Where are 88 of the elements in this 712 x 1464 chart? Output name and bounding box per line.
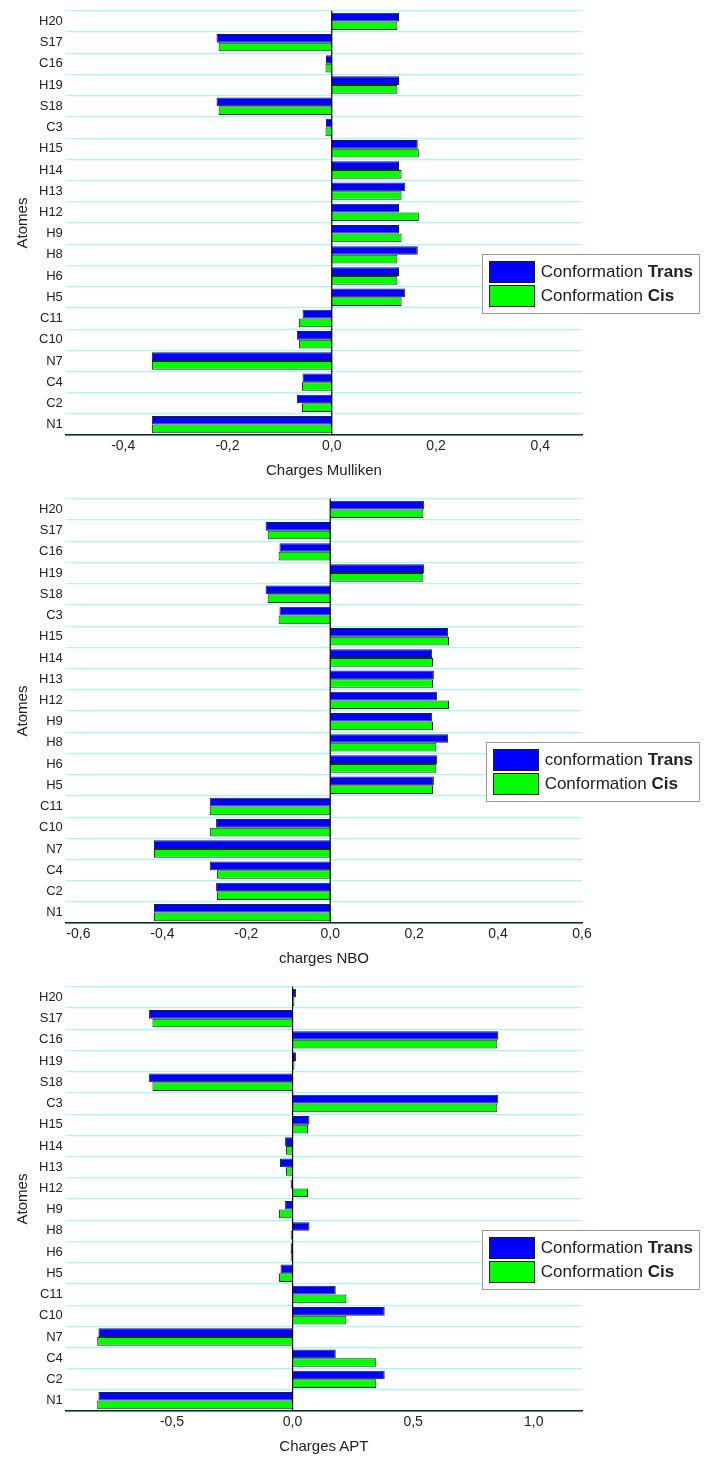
y-tick-label: S18 (39, 1073, 63, 1089)
x-tick-label: 0,5 (403, 1413, 424, 1430)
x-tick-label: -0,4 (150, 925, 175, 942)
y-tick-label: C2 (46, 394, 63, 410)
y-tick-label: C3 (46, 119, 63, 135)
x-axis-title: charges NBO (278, 949, 369, 967)
y-tick-label: H12 (38, 203, 63, 219)
y-tick-label: H9 (46, 225, 63, 241)
y-tick-label: H12 (38, 1179, 63, 1195)
y-tick-label: N1 (46, 1392, 63, 1408)
x-tick-label: -0,4 (111, 437, 136, 454)
y-tick-label: H5 (46, 776, 63, 792)
x-tick-label: -0,2 (215, 437, 240, 454)
y-tick-label: N1 (46, 904, 63, 920)
x-tick-label: 0,0 (282, 1413, 303, 1430)
y-tick-label: C16 (38, 1031, 63, 1047)
y-tick-label: S18 (39, 585, 63, 601)
y-tick-label: S17 (39, 522, 63, 538)
y-tick-label: C4 (46, 373, 63, 389)
x-tick-label: 0,6 (572, 925, 592, 942)
y-tick-label: C11 (39, 310, 63, 326)
y-tick-label: C10 (38, 331, 63, 347)
y-tick-label: C4 (46, 861, 63, 877)
y-tick-label: H13 (38, 670, 63, 686)
y-tick-label: C2 (46, 882, 63, 898)
legend-label: Conformation Trans (540, 1237, 693, 1258)
y-tick-label: H6 (46, 1243, 63, 1259)
x-tick-label: 0,0 (322, 437, 342, 454)
legend-label: Conformation Cis (540, 285, 675, 306)
x-axis-title: Charges APT (279, 1437, 369, 1455)
y-tick-label: C3 (46, 607, 63, 623)
y-tick-label: H19 (38, 564, 63, 580)
y-tick-label: H14 (38, 649, 63, 665)
y-tick-label: H9 (46, 713, 63, 729)
x-tick-label: 0,0 (320, 925, 341, 942)
y-tick-label: H12 (38, 691, 63, 707)
y-tick-label: H6 (46, 267, 63, 283)
y-tick-label: H19 (38, 76, 63, 92)
y-tick-label: C4 (46, 1349, 63, 1365)
y-axis-title: Atomes (13, 1173, 31, 1225)
y-tick-label: H13 (38, 1158, 63, 1174)
legend-label: Conformation Cis (544, 773, 678, 794)
y-tick-label: C16 (38, 55, 63, 71)
y-tick-label: C2 (46, 1370, 63, 1386)
y-tick-label: C10 (38, 819, 63, 835)
y-tick-label: C3 (46, 1095, 63, 1111)
y-tick-label: C11 (39, 798, 63, 814)
x-axis-title: Charges Mulliken (265, 461, 382, 479)
x-tick-label: -0,6 (66, 925, 91, 942)
legend-label: Conformation Cis (540, 1261, 675, 1282)
y-tick-label: H19 (38, 1052, 63, 1068)
y-axis-title: Atomes (13, 197, 31, 249)
y-tick-label: H8 (46, 734, 63, 750)
y-tick-label: H9 (46, 1201, 63, 1217)
y-tick-label: H15 (38, 140, 63, 156)
y-axis-title: Atomes (13, 685, 31, 737)
x-tick-label: 1,0 (524, 1413, 544, 1430)
y-tick-label: H14 (38, 161, 63, 177)
y-tick-label: H13 (38, 182, 63, 198)
x-tick-label: 0,2 (404, 925, 425, 942)
y-tick-label: C11 (39, 1286, 63, 1302)
y-tick-label: H20 (38, 988, 63, 1004)
y-tick-label: C10 (38, 1307, 63, 1323)
y-tick-label: S17 (39, 34, 63, 50)
y-tick-label: S18 (39, 97, 63, 113)
x-tick-label: 0,2 (426, 437, 446, 454)
y-tick-label: N7 (46, 352, 63, 368)
y-tick-label: N7 (46, 1328, 63, 1344)
y-tick-label: H6 (46, 755, 63, 771)
x-tick-label: -0,2 (234, 925, 259, 942)
y-tick-label: N7 (46, 840, 63, 856)
y-tick-label: H15 (38, 628, 63, 644)
y-tick-label: H5 (46, 1264, 63, 1280)
y-tick-label: H14 (38, 1137, 63, 1153)
y-tick-label: H20 (38, 500, 63, 516)
y-tick-label: H15 (38, 1116, 63, 1132)
y-tick-label: H8 (46, 246, 63, 262)
y-tick-label: H20 (38, 12, 63, 28)
y-tick-label: N1 (46, 416, 63, 432)
y-tick-label: H8 (46, 1222, 63, 1238)
x-tick-label: 0,4 (530, 437, 551, 454)
y-tick-label: H5 (46, 288, 63, 304)
legend-label: conformation Trans (544, 749, 693, 770)
y-tick-label: C16 (38, 543, 63, 559)
x-tick-label: 0,4 (488, 925, 509, 942)
y-tick-label: S17 (39, 1010, 63, 1026)
x-tick-label: -0,5 (159, 1413, 185, 1430)
legend-label: Conformation Trans (540, 261, 693, 282)
